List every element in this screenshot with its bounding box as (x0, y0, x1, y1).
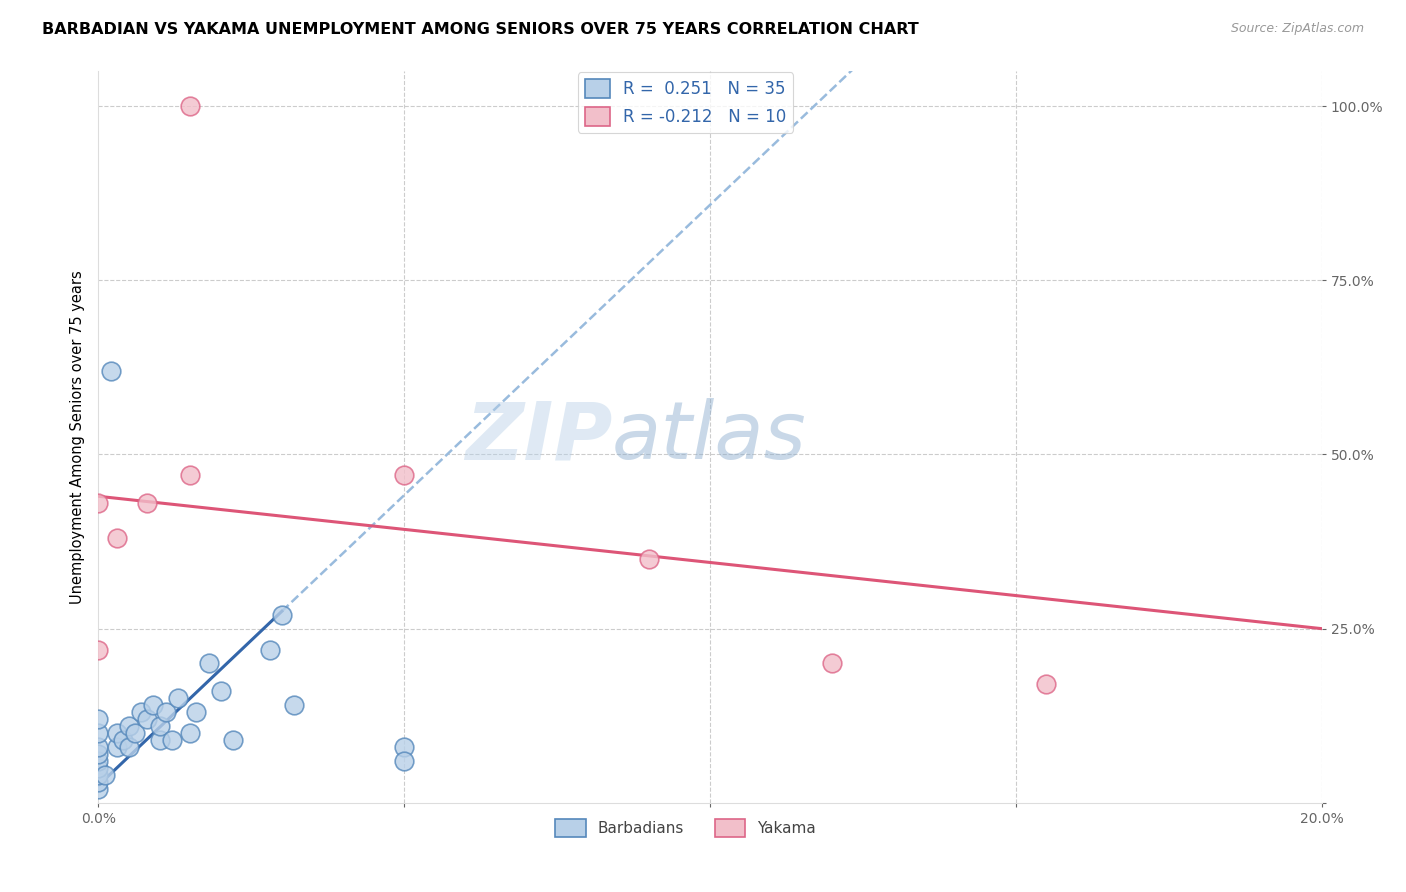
Point (105, 726, 128, 740)
Point (222, 733, 245, 747)
Point (209, 684, 232, 698)
Point (124, 726, 146, 740)
Point (270, 607, 292, 622)
Point (637, 552, 661, 566)
Point (87, 754, 110, 768)
Point (87, 747, 110, 761)
Point (87, 761, 110, 775)
Point (392, 740, 416, 755)
Point (155, 705, 177, 719)
Text: Source: ZipAtlas.com: Source: ZipAtlas.com (1230, 22, 1364, 36)
Point (111, 733, 134, 747)
Point (179, 726, 201, 740)
Point (149, 733, 172, 747)
Point (392, 754, 416, 768)
Point (821, 657, 844, 671)
Point (87, 768, 110, 782)
Point (136, 712, 159, 726)
Y-axis label: Unemployment Among Seniors over 75 years: Unemployment Among Seniors over 75 years (69, 270, 84, 604)
Point (160, 733, 183, 747)
Text: BARBADIAN VS YAKAMA UNEMPLOYMENT AMONG SENIORS OVER 75 YEARS CORRELATION CHART: BARBADIAN VS YAKAMA UNEMPLOYMENT AMONG S… (42, 22, 920, 37)
Point (118, 719, 141, 733)
Point (100, 364, 122, 378)
Point (87, 726, 110, 740)
Point (87, 775, 110, 789)
Point (179, 468, 201, 483)
Point (179, 99, 201, 113)
Point (87, 642, 110, 657)
Point (149, 719, 172, 733)
Point (136, 496, 159, 510)
Point (167, 691, 190, 706)
Point (186, 705, 208, 719)
Point (129, 705, 152, 719)
Point (87, 781, 110, 796)
Point (118, 740, 141, 755)
Legend: Barbadians, Yakama: Barbadians, Yakama (548, 813, 823, 843)
Point (87, 496, 110, 510)
Text: atlas: atlas (612, 398, 807, 476)
Point (142, 698, 165, 713)
Text: ZIP: ZIP (465, 398, 612, 476)
Point (283, 698, 305, 713)
Point (105, 740, 128, 755)
Point (87, 740, 110, 755)
Point (93, 768, 115, 782)
Point (392, 468, 416, 483)
Point (1035, 677, 1057, 691)
Point (105, 531, 128, 545)
Point (87, 712, 110, 726)
Point (259, 642, 281, 657)
Point (197, 657, 219, 671)
